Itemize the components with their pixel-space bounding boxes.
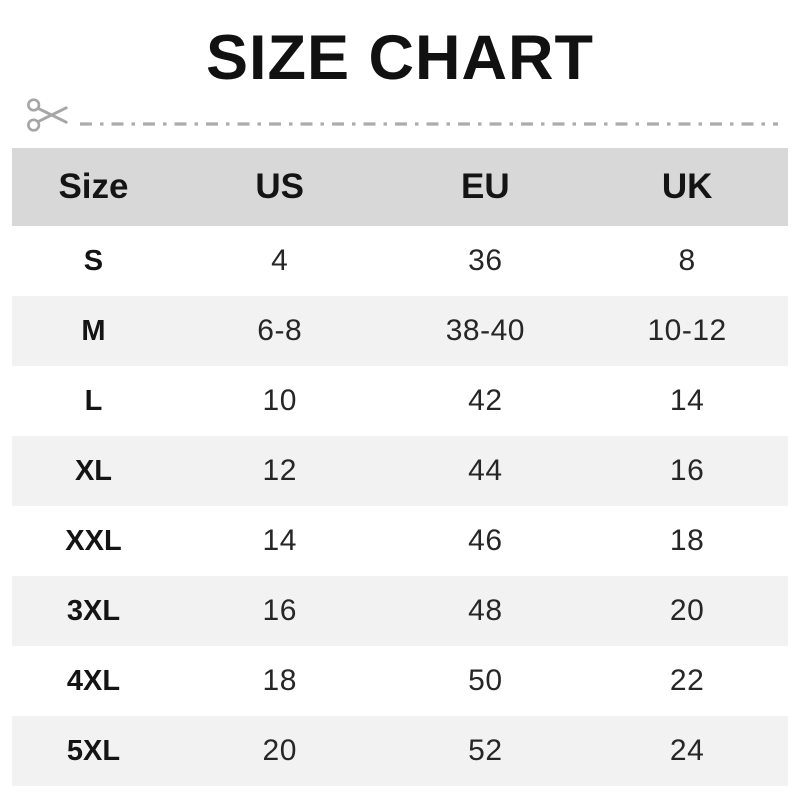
uk-value: 8 <box>678 244 696 277</box>
uk-value: 14 <box>669 384 705 417</box>
table-row-m: M 6-8 38-40 10-12 <box>12 296 788 366</box>
eu-value: 52 <box>468 734 503 767</box>
us-value: 18 <box>262 664 297 697</box>
scissors-icon <box>26 95 72 140</box>
uk-value: 22 <box>669 664 705 697</box>
column-header-us: US <box>255 167 305 206</box>
eu-value: 44 <box>468 454 503 487</box>
column-header-size: Size <box>58 167 129 206</box>
size-label: 4XL <box>66 664 121 697</box>
table-row-xxl: XXL 14 46 18 <box>12 506 788 576</box>
eu-value: 46 <box>468 524 503 557</box>
page-title: SIZE CHART <box>206 23 594 93</box>
table-row-l: L 10 42 14 <box>12 366 788 436</box>
us-value: 12 <box>262 454 297 487</box>
us-value: 20 <box>262 734 297 767</box>
us-value: 16 <box>262 594 297 627</box>
size-label: 5XL <box>66 734 121 767</box>
uk-value: 20 <box>669 594 705 627</box>
uk-value: 10-12 <box>647 314 727 347</box>
us-value: 4 <box>271 244 289 277</box>
eu-value: 42 <box>468 384 503 417</box>
size-label: L <box>84 384 103 417</box>
uk-value: 16 <box>669 454 705 487</box>
column-header-eu: EU <box>461 167 510 206</box>
table-row-xl: XL 12 44 16 <box>12 436 788 506</box>
us-value: 6-8 <box>257 314 303 347</box>
size-label: S <box>83 244 104 277</box>
eu-value: 36 <box>468 244 503 277</box>
table-row-s: S 4 36 8 <box>12 226 788 296</box>
size-label: XXL <box>65 524 122 557</box>
us-value: 14 <box>262 524 297 557</box>
size-label: 3XL <box>66 594 121 627</box>
table-row-4xl: 4XL 18 50 22 <box>12 646 788 716</box>
table-row-5xl: 5XL 20 52 24 <box>12 716 788 786</box>
uk-value: 24 <box>669 734 705 767</box>
us-value: 10 <box>262 384 297 417</box>
eu-value: 50 <box>468 664 503 697</box>
size-conversion-table: Size US EU UK S 4 36 8 M 6-8 38-40 10-12… <box>12 148 788 786</box>
uk-value: 18 <box>669 524 705 557</box>
table-row-3xl: 3XL 16 48 20 <box>12 576 788 646</box>
table-header-row: Size US EU UK <box>12 148 788 226</box>
column-header-uk: UK <box>661 167 713 206</box>
eu-value: 38-40 <box>445 314 525 347</box>
cut-line <box>26 96 778 138</box>
size-label: M <box>81 314 106 347</box>
eu-value: 48 <box>468 594 503 627</box>
dashed-cut-line <box>80 114 778 126</box>
size-label: XL <box>74 454 112 487</box>
